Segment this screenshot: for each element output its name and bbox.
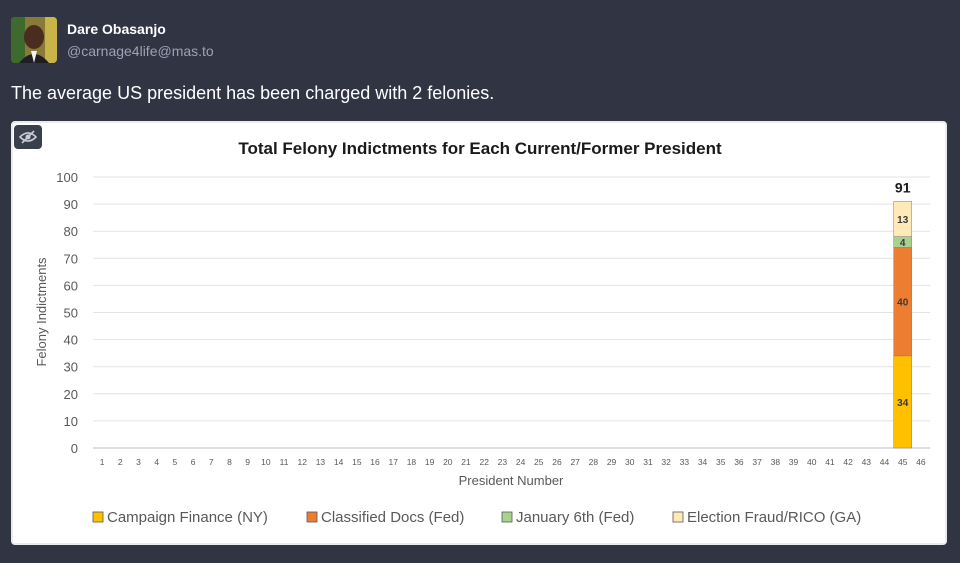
- x-tick-label: 38: [771, 457, 781, 467]
- x-tick-label: 15: [352, 457, 362, 467]
- x-tick-label: 28: [589, 457, 599, 467]
- eye-slash-icon: [19, 130, 37, 144]
- y-tick-label: 90: [64, 197, 78, 212]
- display-name[interactable]: Dare Obasanjo: [67, 21, 166, 37]
- legend-label: Election Fraud/RICO (GA): [687, 509, 861, 526]
- x-tick-label: 18: [407, 457, 417, 467]
- legend-swatch: [672, 511, 684, 523]
- x-tick-label: 32: [661, 457, 671, 467]
- y-tick-label: 100: [56, 170, 78, 185]
- x-tick-label: 23: [498, 457, 508, 467]
- x-tick-label: 8: [227, 457, 232, 467]
- y-tick-label: 20: [64, 387, 78, 402]
- x-tick-label: 6: [191, 457, 196, 467]
- y-tick-label: 10: [64, 414, 78, 429]
- y-tick-label: 70: [64, 251, 78, 266]
- x-tick-label: 35: [716, 457, 726, 467]
- x-tick-label: 34: [698, 457, 708, 467]
- y-tick-label: 0: [71, 441, 78, 456]
- x-tick-label: 30: [625, 457, 635, 467]
- y-axis-label: Felony Indictments: [34, 257, 49, 367]
- y-tick-label: 40: [64, 333, 78, 348]
- x-tick-label: 22: [479, 457, 489, 467]
- x-tick-label: 45: [898, 457, 908, 467]
- x-tick-label: 33: [680, 457, 690, 467]
- x-tick-label: 29: [607, 457, 617, 467]
- x-tick-label: 9: [245, 457, 250, 467]
- avatar-image: [11, 17, 57, 63]
- hide-media-button[interactable]: [14, 125, 42, 149]
- data-label: 13: [897, 215, 909, 226]
- x-tick-label: 39: [789, 457, 799, 467]
- media-attachment[interactable]: [11, 121, 947, 545]
- x-tick-label: 21: [461, 457, 471, 467]
- x-tick-label: 3: [136, 457, 141, 467]
- data-label: 34: [897, 398, 909, 409]
- x-tick-label: 17: [388, 457, 398, 467]
- x-tick-label: 5: [173, 457, 178, 467]
- legend-label: Classified Docs (Fed): [321, 509, 464, 526]
- x-tick-label: 43: [862, 457, 872, 467]
- avatar[interactable]: [11, 17, 57, 63]
- x-tick-label: 31: [643, 457, 653, 467]
- chart-title: Total Felony Indictments for Each Curren…: [238, 139, 722, 158]
- x-tick-label: 36: [734, 457, 744, 467]
- x-tick-label: 41: [825, 457, 835, 467]
- x-tick-label: 4: [154, 457, 159, 467]
- x-tick-label: 7: [209, 457, 214, 467]
- x-tick-label: 42: [843, 457, 853, 467]
- y-tick-label: 50: [64, 306, 78, 321]
- x-tick-label: 1: [100, 457, 105, 467]
- x-tick-label: 14: [334, 457, 344, 467]
- legend-swatch: [306, 511, 318, 523]
- account-handle[interactable]: @carnage4life@mas.to: [67, 43, 214, 59]
- x-tick-label: 16: [370, 457, 380, 467]
- x-tick-label: 2: [118, 457, 123, 467]
- x-tick-label: 12: [298, 457, 308, 467]
- y-tick-label: 80: [64, 224, 78, 239]
- x-axis-label: President Number: [459, 473, 564, 488]
- x-tick-label: 10: [261, 457, 271, 467]
- y-tick-label: 60: [64, 278, 78, 293]
- x-tick-label: 37: [752, 457, 762, 467]
- x-tick-label: 27: [570, 457, 580, 467]
- legend-swatch: [92, 511, 104, 523]
- x-tick-label: 24: [516, 457, 526, 467]
- x-tick-label: 25: [534, 457, 544, 467]
- x-tick-label: 19: [425, 457, 435, 467]
- x-tick-label: 40: [807, 457, 817, 467]
- x-tick-label: 46: [916, 457, 926, 467]
- y-tick-label: 30: [64, 360, 78, 375]
- data-label: 40: [897, 298, 909, 309]
- data-label: 4: [900, 238, 906, 249]
- post-text: The average US president has been charge…: [11, 83, 495, 103]
- bar-segment: [893, 201, 912, 237]
- legend-label: Campaign Finance (NY): [107, 509, 268, 526]
- x-tick-label: 13: [316, 457, 326, 467]
- x-tick-label: 44: [880, 457, 890, 467]
- total-label: 91: [895, 179, 911, 195]
- x-tick-label: 11: [280, 457, 289, 467]
- legend-swatch: [501, 511, 513, 523]
- x-tick-label: 26: [552, 457, 562, 467]
- x-tick-label: 20: [443, 457, 453, 467]
- legend-label: January 6th (Fed): [516, 509, 634, 526]
